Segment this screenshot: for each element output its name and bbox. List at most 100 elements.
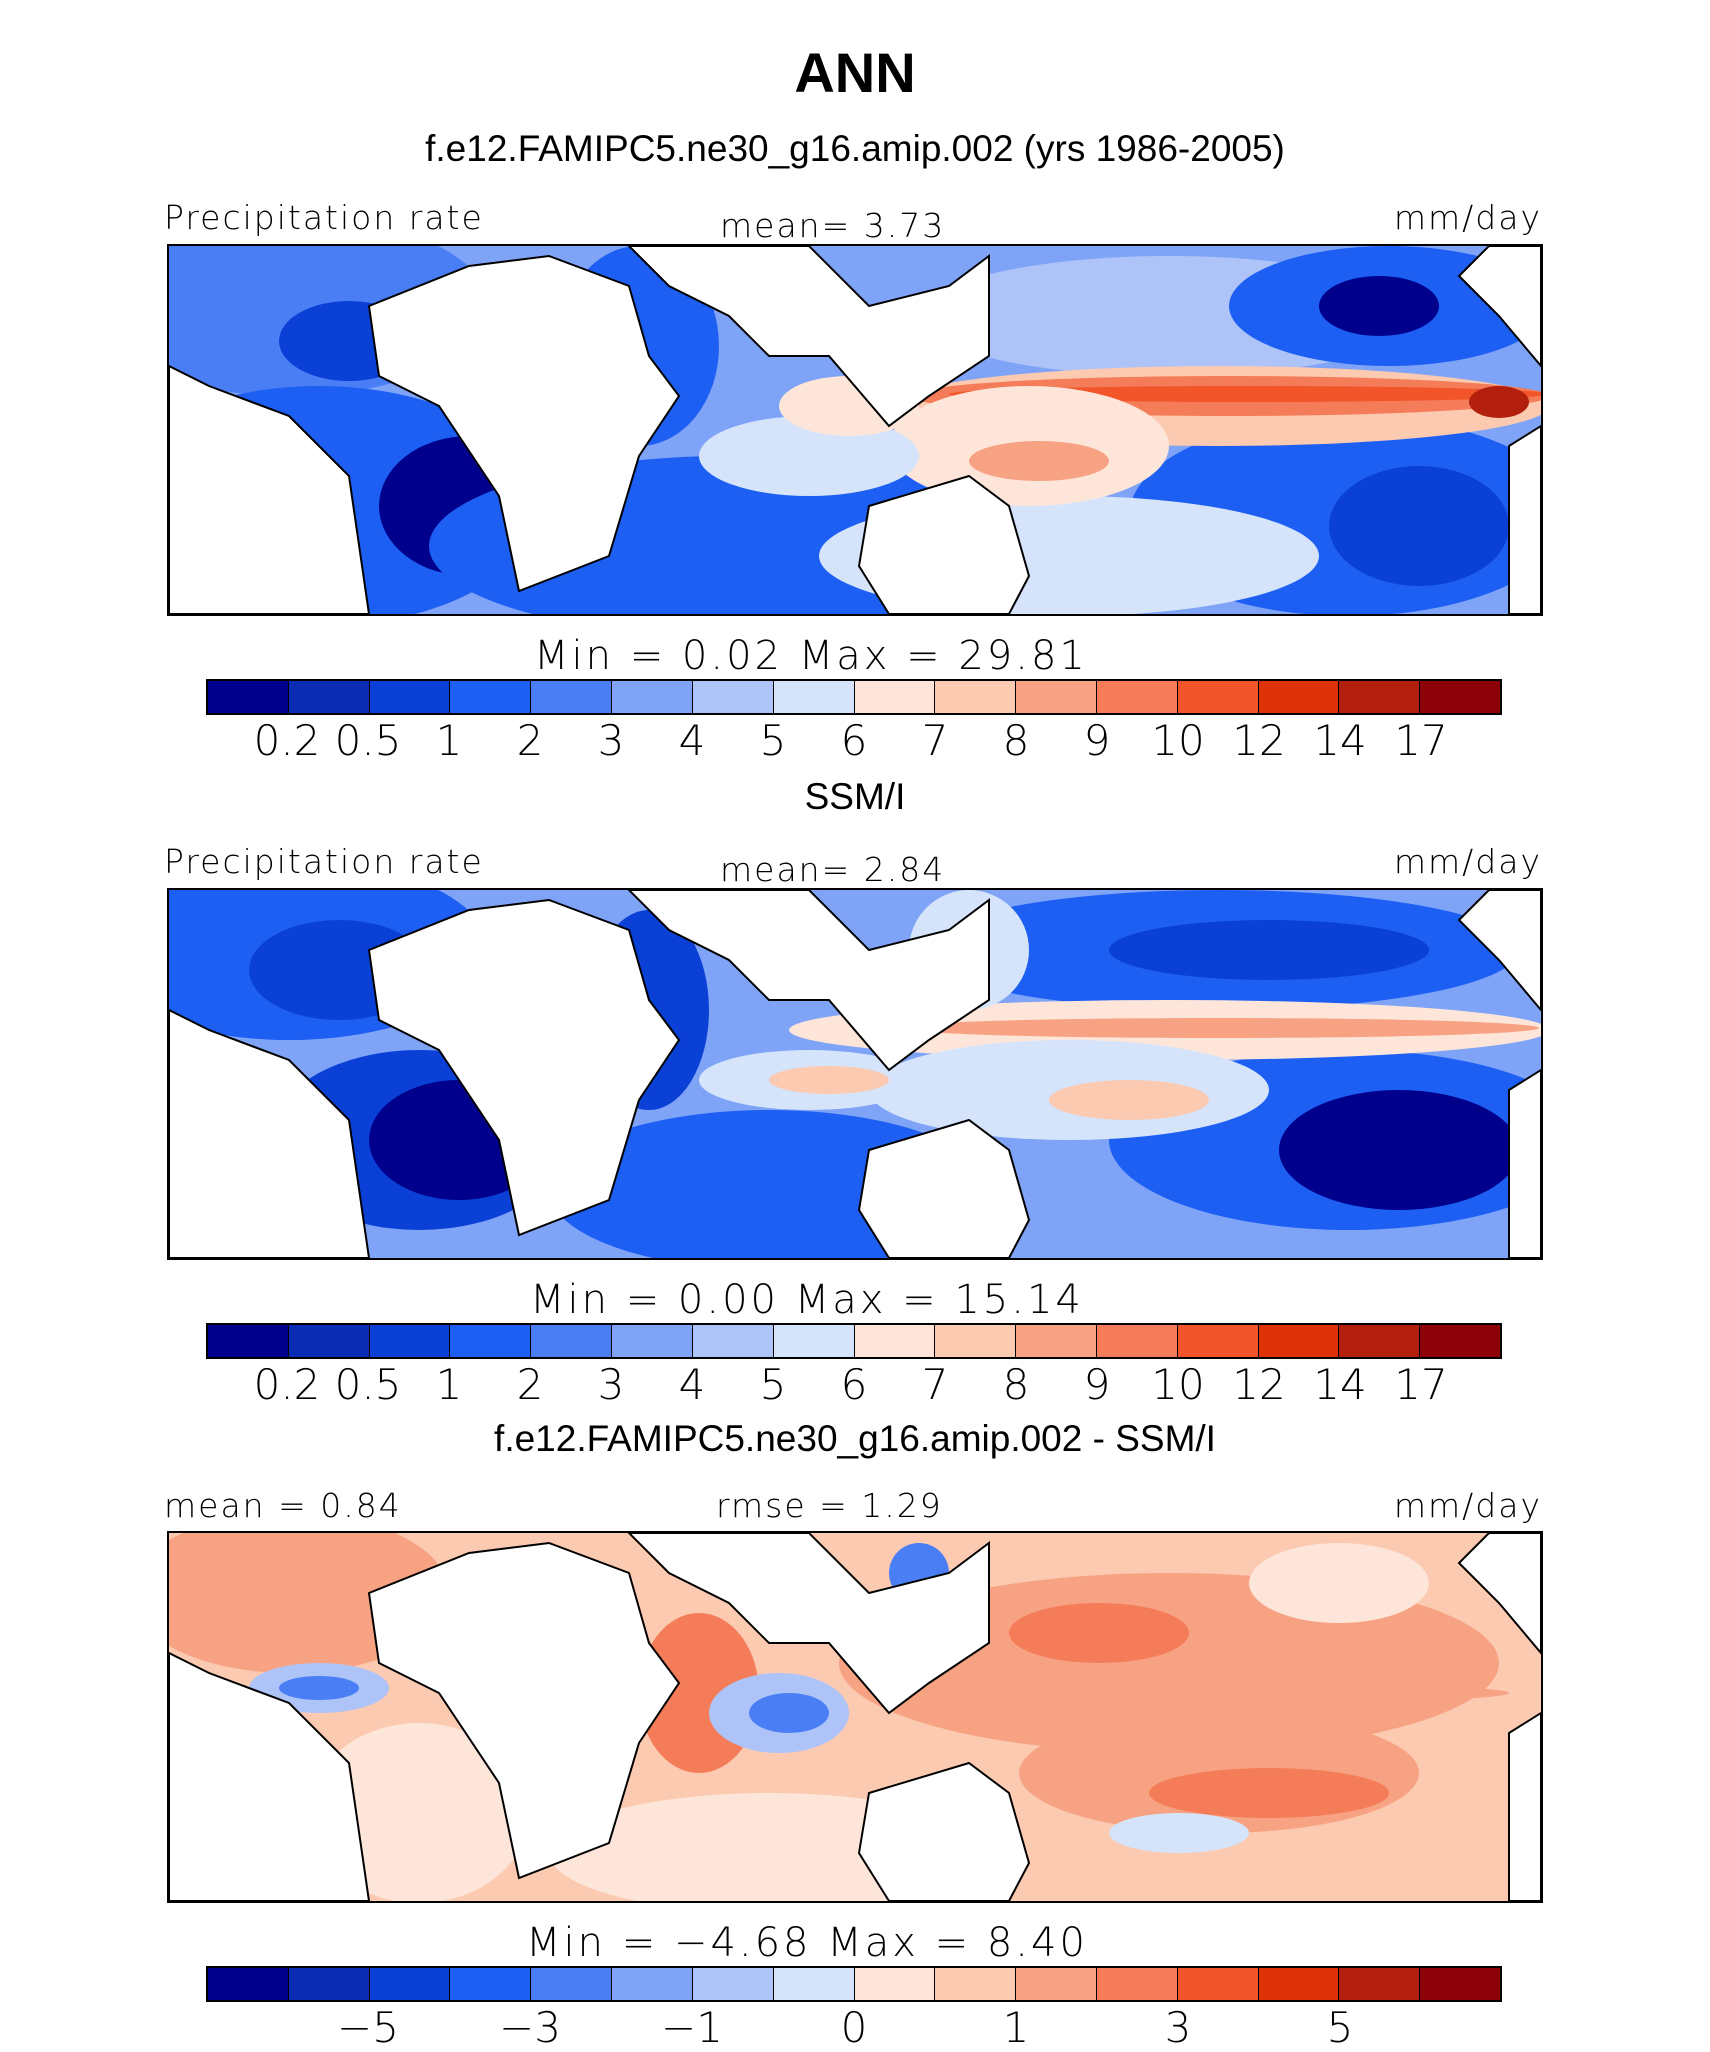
panel-subtitle: SSM/I [804, 776, 906, 817]
colorbar-swatch [288, 1968, 370, 2000]
colorbar-swatch [369, 1968, 451, 2000]
colorbar-swatch [208, 1968, 289, 2000]
colorbar-tick-label: 0.5 [334, 1360, 402, 1409]
colorbar-swatch [1339, 1325, 1421, 1357]
colorbar-tick-label: 7 [921, 1360, 949, 1409]
colorbar-tick-label: 7 [921, 716, 949, 765]
variable-label: Precipitation rate [164, 198, 484, 237]
colorbar-swatch [1016, 1968, 1097, 2000]
colorbar-tick-label: 10 [1151, 1360, 1205, 1409]
panel-subtitle: f.e12.FAMIPC5.ne30_g16.amip.002 (yrs 198… [425, 128, 1285, 169]
colorbar-swatch [692, 1325, 774, 1357]
colorbar-diff [206, 1966, 1502, 2002]
colorbar-swatch [935, 1968, 1017, 2000]
colorbar-swatch [854, 1968, 936, 2000]
colorbar-tick-label: 3 [597, 716, 625, 765]
colorbar-tick-label: 0 [840, 2003, 868, 2052]
colorbar-tick-label: −3 [499, 2003, 561, 2052]
minmax-label: Min = 0.00 Max = 15.14 [530, 1277, 1084, 1323]
units-label: mm/day [1393, 198, 1542, 237]
colorbar-tick-label: −5 [337, 2003, 399, 2052]
colorbar-swatch [369, 1325, 451, 1357]
map-model [167, 244, 1543, 616]
colorbar-swatch [1096, 1325, 1178, 1357]
colorbar-tick-label: 1 [1002, 2003, 1030, 2052]
colorbar-swatch [1016, 681, 1097, 713]
minmax-label: Min = −4.68 Max = 8.40 [526, 1920, 1088, 1966]
colorbar-swatch [854, 681, 936, 713]
colorbar-swatch [1339, 681, 1421, 713]
colorbar-tick-label: 14 [1313, 716, 1367, 765]
colorbar-swatch [1177, 1325, 1259, 1357]
colorbar-swatch [612, 1968, 693, 2000]
colorbar-tick-label: 1 [435, 716, 463, 765]
variable-label: Precipitation rate [164, 842, 484, 881]
colorbar-swatch [1420, 681, 1500, 713]
map-obs [167, 888, 1543, 1260]
colorbar-swatch [208, 1325, 289, 1357]
colorbar-swatch [208, 681, 289, 713]
colorbar-tick-label: 5 [1326, 2003, 1354, 2052]
colorbar-model [206, 679, 1502, 715]
colorbar-swatch [773, 1968, 855, 2000]
map-obs-field [169, 890, 1541, 1258]
colorbar-swatch [1016, 1325, 1097, 1357]
colorbar-swatch [612, 1325, 693, 1357]
figure-title: ANN [794, 41, 916, 104]
colorbar-tick-label: 4 [678, 1360, 706, 1409]
colorbar-tick-label: 5 [759, 716, 787, 765]
colorbar-ticks-obs: 0.2 0.5 1 2 3 4 5 6 7 8 9 10 12 14 17 [0, 1360, 1710, 1410]
colorbar-swatch [369, 681, 451, 713]
units-label: mm/day [1393, 842, 1542, 881]
colorbar-tick-label: 9 [1083, 716, 1111, 765]
colorbar-tick-label: 4 [678, 716, 706, 765]
colorbar-tick-label: 14 [1313, 1360, 1367, 1409]
colorbar-swatch [531, 1325, 613, 1357]
map-diff [167, 1531, 1543, 1903]
colorbar-swatch [1177, 681, 1259, 713]
colorbar-tick-label: 10 [1151, 716, 1205, 765]
colorbar-tick-label: 6 [840, 1360, 868, 1409]
colorbar-tick-label: 6 [840, 716, 868, 765]
panel-subtitle: f.e12.FAMIPC5.ne30_g16.amip.002 - SSM/I [494, 1418, 1216, 1459]
map-diff-field [169, 1533, 1541, 1901]
colorbar-swatch [1339, 1968, 1421, 2000]
colorbar-tick-label: 1 [435, 1360, 463, 1409]
colorbar-swatch [1258, 681, 1340, 713]
rmse-label: rmse = 1.29 [716, 1486, 943, 1525]
colorbar-tick-label: 9 [1083, 1360, 1111, 1409]
colorbar-tick-label: 2 [516, 716, 544, 765]
colorbar-swatch [1096, 1968, 1178, 2000]
colorbar-tick-label: 17 [1394, 1360, 1448, 1409]
units-label: mm/day [1393, 1486, 1542, 1525]
colorbar-tick-label: 8 [1002, 716, 1030, 765]
colorbar-swatch [1258, 1968, 1340, 2000]
colorbar-swatch [935, 1325, 1017, 1357]
colorbar-swatch [450, 1325, 532, 1357]
colorbar-tick-label: 0.2 [253, 1360, 321, 1409]
colorbar-swatch [1177, 1968, 1259, 2000]
colorbar-swatch [1420, 1968, 1500, 2000]
colorbar-obs [206, 1323, 1502, 1359]
colorbar-tick-label: 8 [1002, 1360, 1030, 1409]
colorbar-swatch [450, 1968, 532, 2000]
colorbar-tick-label: −1 [661, 2003, 723, 2052]
colorbar-swatch [1096, 681, 1178, 713]
colorbar-swatch [288, 681, 370, 713]
colorbar-swatch [935, 681, 1017, 713]
mean-label: mean= 2.84 [720, 850, 946, 889]
colorbar-swatch [531, 1968, 613, 2000]
colorbar-swatch [773, 681, 855, 713]
mean-label: mean = 0.84 [164, 1486, 402, 1525]
colorbar-swatch [692, 1968, 774, 2000]
colorbar-tick-label: 17 [1394, 716, 1448, 765]
colorbar-swatch [612, 681, 693, 713]
colorbar-ticks-diff: −5 −3 −1 0 1 3 5 [0, 2003, 1710, 2052]
colorbar-swatch [288, 1325, 370, 1357]
colorbar-swatch [692, 681, 774, 713]
colorbar-swatch [450, 681, 532, 713]
colorbar-swatch [773, 1325, 855, 1357]
colorbar-tick-label: 5 [759, 1360, 787, 1409]
minmax-label: Min = 0.02 Max = 29.81 [534, 633, 1088, 679]
colorbar-tick-label: 0.5 [334, 716, 402, 765]
